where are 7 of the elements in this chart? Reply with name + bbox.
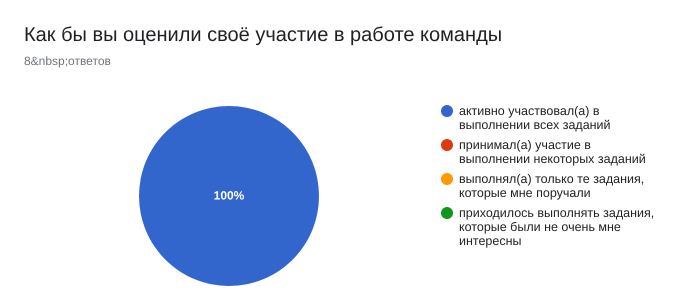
chart-subtitle: 8&nbsp;ответов [24,54,111,68]
legend-label: принимал(а) участие в выполнении некоторых заданий [459,138,647,166]
legend-label: выполнял(а) только те задания, которые мне поручали [459,172,646,200]
legend-label: приходилось выполнять задания, которые были не очень мне интересны [459,206,656,248]
legend-label: активно участвовал(а) в выполнении всех заданий [459,104,612,132]
data-label: 100% [214,188,245,202]
chart-title: Как бы вы оценили своё участие в работе команды [24,24,502,47]
